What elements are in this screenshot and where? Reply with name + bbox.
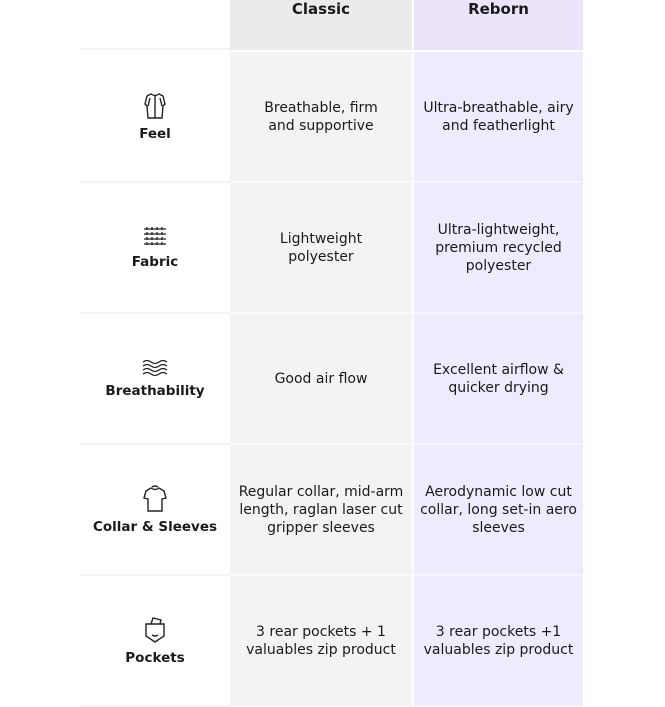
airflow-waves-icon: [142, 359, 168, 377]
header-classic: Classic: [230, 0, 412, 50]
header-reborn: Reborn: [414, 0, 583, 50]
classic-value: 3 rear pockets + 1 valuables zip product: [246, 623, 396, 658]
classic-value: Lightweight polyester: [279, 230, 363, 265]
table-row-feel: Feel Breathable, firm and supportive Ult…: [80, 52, 583, 183]
header-row: Classic Reborn: [80, 0, 583, 50]
pocket-icon: [143, 616, 167, 644]
fabric-weave-icon: [143, 226, 167, 248]
header-empty-cell: [80, 0, 230, 50]
table-row-fabric: Fabric Lightweight polyester Ultra-light…: [80, 183, 583, 314]
classic-value: Breathable, firm and supportive: [264, 99, 378, 134]
reborn-value: Ultra-lightweight, premium recycled poly…: [435, 221, 562, 274]
row-label: Collar & Sleeves: [92, 518, 218, 535]
row-label: Breathability: [105, 382, 205, 399]
reborn-value: Aerodynamic low cut collar, long set-in …: [420, 483, 577, 536]
row-label: Pockets: [125, 649, 185, 666]
table-row-breathability: Breathability Good air flow Excellent ai…: [80, 314, 583, 445]
row-label: Fabric: [131, 253, 179, 270]
row-label: Feel: [139, 125, 171, 142]
jersey-icon: [143, 92, 167, 120]
comparison-table: Classic Reborn Feel Breathable, firm and…: [80, 0, 583, 707]
table-row-collar-sleeves: Collar & Sleeves Regular collar, mid-arm…: [80, 445, 583, 576]
classic-value: Good air flow: [274, 370, 368, 387]
shirt-icon: [143, 484, 167, 513]
reborn-value: Excellent airflow & quicker drying: [433, 361, 564, 396]
table-row-pockets: Pockets 3 rear pockets + 1 valuables zip…: [80, 576, 583, 707]
reborn-value: 3 rear pockets +1 valuables zip product: [423, 623, 574, 658]
reborn-value: Ultra-breathable, airy and featherlight: [423, 99, 574, 134]
classic-value: Regular collar, mid-arm length, raglan l…: [238, 483, 404, 536]
